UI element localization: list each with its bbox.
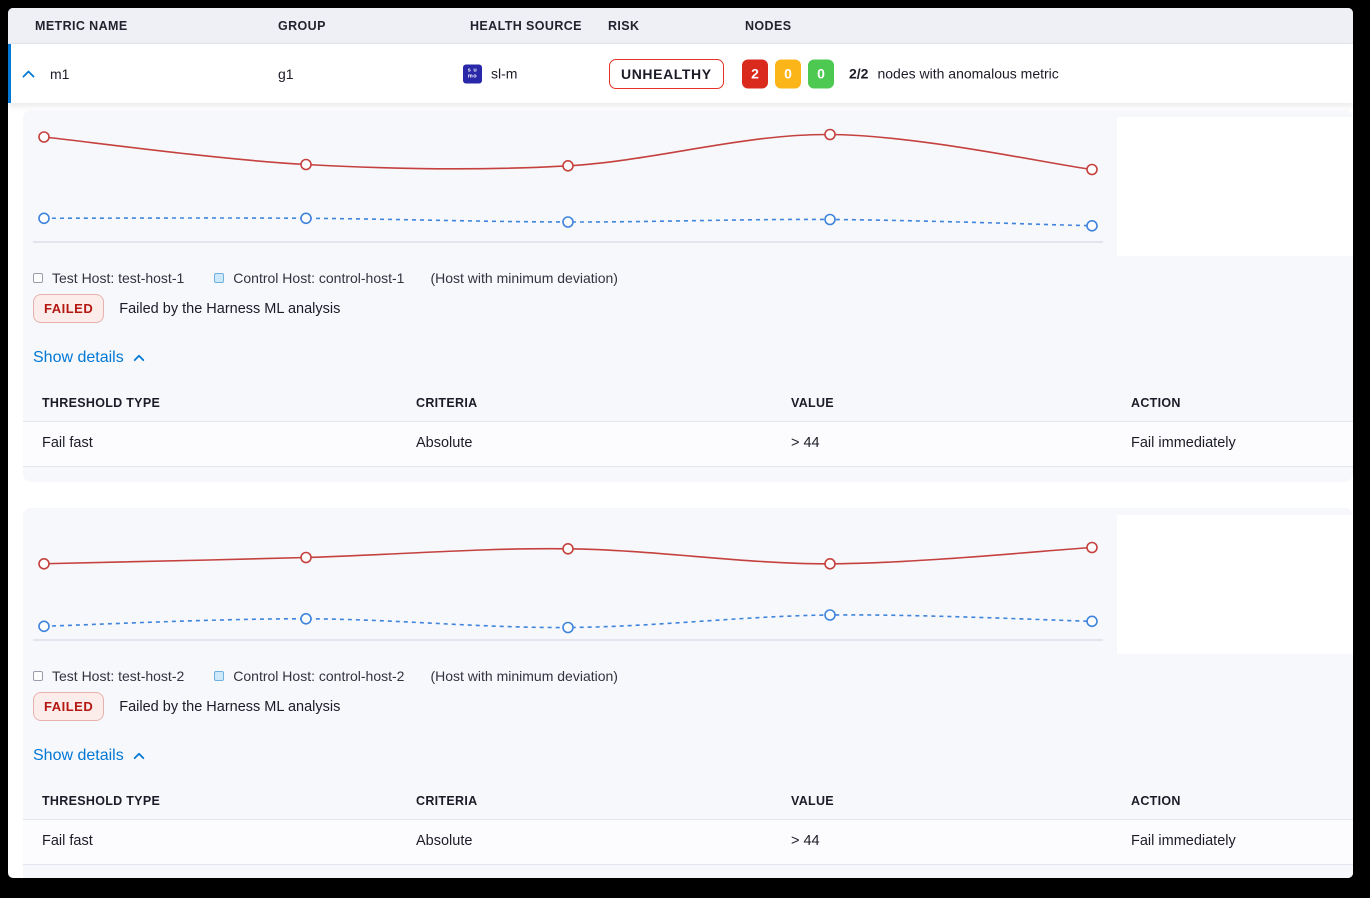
failed-status-badge: FAILED <box>33 294 105 323</box>
legend-control-host[interactable]: Control Host: control-host-1 <box>214 270 404 286</box>
chart-area-2 <box>23 508 1353 664</box>
legend-note: (Host with minimum deviation) <box>430 270 618 286</box>
failed-status-message: Failed by the Harness ML analysis <box>119 300 341 317</box>
row-accent-bar <box>8 44 11 103</box>
metric-timeseries-chart-2[interactable] <box>23 514 1353 669</box>
threshold-type-value: Fail fast <box>42 833 93 849</box>
threshold-table-row: Fail fast Absolute > 44 Fail immediately <box>23 421 1353 467</box>
legend-test-host[interactable]: Test Host: test-host-2 <box>33 668 184 684</box>
column-nodes: NODES <box>745 19 792 33</box>
test-host-swatch-icon <box>33 671 43 681</box>
value-value: > 44 <box>791 435 820 451</box>
chart-side-panel-2 <box>1117 515 1353 654</box>
legend-note: (Host with minimum deviation) <box>430 668 618 684</box>
host-analysis-panel-1: Test Host: test-host-1 Control Host: con… <box>23 110 1353 482</box>
analysis-status-row-1: FAILED Failed by the Harness ML analysis <box>23 294 1353 323</box>
threshold-table-2: THRESHOLD TYPE CRITERIA VALUE ACTION Fai… <box>23 785 1353 865</box>
chart-area-1 <box>23 110 1353 266</box>
host-analysis-panel-2: Test Host: test-host-2 Control Host: con… <box>23 508 1353 878</box>
control-host-swatch-icon <box>214 671 225 681</box>
action-value: Fail immediately <box>1131 435 1236 451</box>
metric-timeseries-chart-1[interactable] <box>23 116 1353 271</box>
page: METRIC NAME GROUP HEALTH SOURCE RISK NOD… <box>8 8 1353 878</box>
value-value: > 44 <box>791 833 820 849</box>
unhealthy-nodes-count-badge: 2 <box>742 59 768 88</box>
threshold-table-1: THRESHOLD TYPE CRITERIA VALUE ACTION Fai… <box>23 387 1353 467</box>
column-risk: RISK <box>608 19 640 33</box>
warning-nodes-count-badge: 0 <box>775 59 801 88</box>
healthy-nodes-count-badge: 0 <box>808 59 834 88</box>
legend-control-host[interactable]: Control Host: control-host-2 <box>214 668 404 684</box>
chart-legend-2: Test Host: test-host-2 Control Host: con… <box>23 668 1353 684</box>
health-source-cell: s u mo sl-m <box>463 64 517 83</box>
show-details-toggle-2[interactable]: Show details <box>23 747 145 765</box>
criteria-value: Absolute <box>416 435 473 451</box>
health-source-value: sl-m <box>491 65 518 82</box>
nodes-cell: 2 0 0 2/2 nodes with anomalous metric <box>742 59 1059 88</box>
show-details-toggle-1[interactable]: Show details <box>23 349 145 367</box>
failed-status-message: Failed by the Harness ML analysis <box>119 698 341 715</box>
test-host-swatch-icon <box>33 273 43 283</box>
risk-status-badge: UNHEALTHY <box>609 58 724 89</box>
control-host-swatch-icon <box>214 273 225 283</box>
metric-row[interactable]: m1 g1 s u mo sl-m UNHEALTHY 2 0 0 2/2 no… <box>8 44 1353 103</box>
legend-test-host[interactable]: Test Host: test-host-1 <box>33 270 184 286</box>
table-column-header: METRIC NAME GROUP HEALTH SOURCE RISK NOD… <box>8 8 1353 44</box>
group-value: g1 <box>278 65 294 82</box>
column-group: GROUP <box>278 19 326 33</box>
chevron-up-icon <box>133 751 145 764</box>
failed-status-badge: FAILED <box>33 692 105 721</box>
chart-side-panel-1 <box>1117 117 1353 256</box>
threshold-table-row: Fail fast Absolute > 44 Fail immediately <box>23 819 1353 865</box>
chart-legend-1: Test Host: test-host-1 Control Host: con… <box>23 270 1353 286</box>
threshold-table-header: THRESHOLD TYPE CRITERIA VALUE ACTION <box>42 794 1181 808</box>
criteria-value: Absolute <box>416 833 473 849</box>
metric-name-value: m1 <box>50 65 70 82</box>
threshold-type-value: Fail fast <box>42 435 93 451</box>
threshold-table-header: THRESHOLD TYPE CRITERIA VALUE ACTION <box>42 396 1181 410</box>
collapse-chevron-icon[interactable] <box>22 68 35 84</box>
nodes-label: nodes with anomalous metric <box>877 65 1059 82</box>
column-health-source: HEALTH SOURCE <box>470 19 582 33</box>
column-metric-name: METRIC NAME <box>35 19 128 33</box>
analysis-status-row-2: FAILED Failed by the Harness ML analysis <box>23 692 1353 721</box>
nodes-ratio: 2/2 <box>849 65 869 82</box>
sumologic-icon: s u mo <box>463 64 482 83</box>
chevron-up-icon <box>133 353 145 366</box>
action-value: Fail immediately <box>1131 833 1236 849</box>
